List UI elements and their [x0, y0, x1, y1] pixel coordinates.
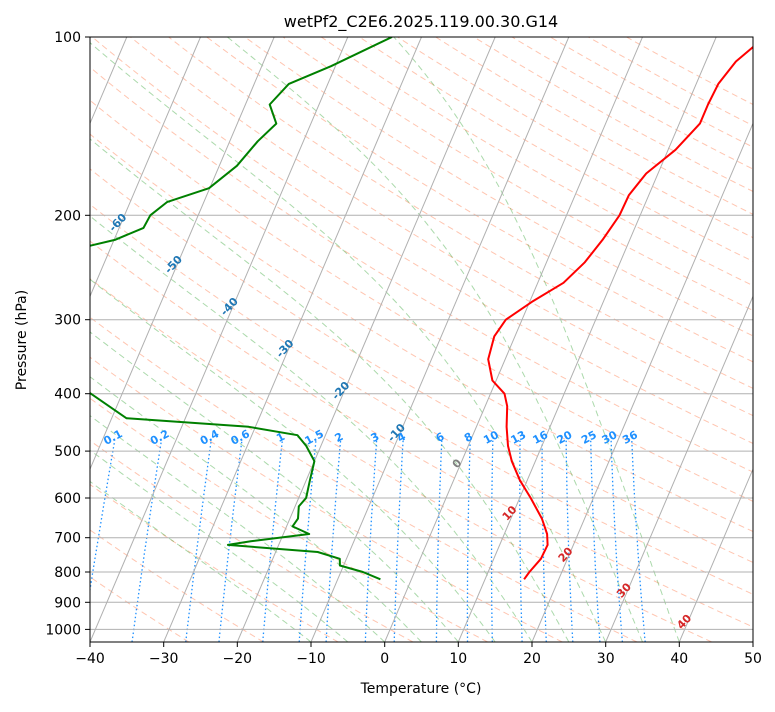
y-tick-label: 1000	[45, 622, 81, 638]
x-tick-label: 20	[523, 651, 541, 667]
x-tick-label: 50	[744, 651, 762, 667]
y-axis-label: Pressure (hPa)	[14, 290, 30, 390]
y-tick-label: 600	[54, 491, 81, 507]
chart-title: wetPf2_C2E6.2025.119.00.30.G14	[284, 12, 558, 32]
x-tick-label: −20	[223, 651, 253, 667]
y-tick-label: 500	[54, 444, 81, 460]
y-tick-label: 700	[54, 531, 81, 547]
x-tick-label: 0	[380, 651, 389, 667]
y-tick-label: 300	[54, 313, 81, 329]
y-tick-label: 800	[54, 565, 81, 581]
y-tick-label: 100	[54, 30, 81, 46]
x-tick-label: 10	[449, 651, 467, 667]
x-tick-label: −10	[296, 651, 326, 667]
y-tick-label: 200	[54, 208, 81, 224]
x-tick-label: −30	[149, 651, 179, 667]
x-tick-label: 40	[670, 651, 688, 667]
x-axis-label: Temperature (°C)	[360, 681, 482, 697]
y-tick-label: 400	[54, 387, 81, 403]
x-tick-label: 30	[597, 651, 615, 667]
x-tick-label: −40	[75, 651, 105, 667]
y-tick-label: 900	[54, 595, 81, 611]
